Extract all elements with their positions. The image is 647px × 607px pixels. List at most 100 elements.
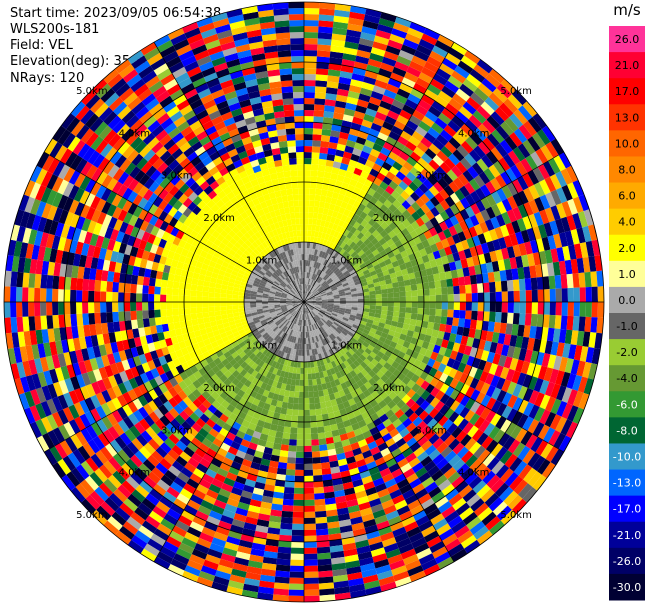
velocity-gate xyxy=(505,368,516,382)
velocity-gate xyxy=(392,311,400,318)
velocity-gate xyxy=(256,299,263,302)
velocity-gate xyxy=(215,315,222,321)
velocity-gate xyxy=(254,425,264,434)
velocity-gate xyxy=(399,109,412,121)
velocity-gate xyxy=(315,304,322,307)
velocity-gate xyxy=(361,26,377,36)
velocity-gate xyxy=(438,479,452,492)
velocity-gate xyxy=(451,233,461,244)
velocity-gate xyxy=(10,271,18,287)
velocity-gate xyxy=(132,355,142,367)
velocity-gate xyxy=(343,284,350,290)
velocity-gate xyxy=(287,306,294,311)
velocity-gate xyxy=(455,110,469,124)
velocity-gate xyxy=(319,201,326,209)
velocity-gate xyxy=(512,383,523,398)
velocity-gate xyxy=(363,416,373,425)
velocity-gate xyxy=(443,331,451,341)
velocity-gate xyxy=(216,258,224,266)
velocity-gate xyxy=(352,274,359,281)
velocity-gate xyxy=(308,385,314,392)
velocity-gate xyxy=(318,576,334,584)
velocity-gate xyxy=(367,492,380,502)
velocity-gate xyxy=(264,313,271,318)
velocity-gate xyxy=(344,425,354,434)
velocity-gate xyxy=(537,224,548,239)
velocity-gate xyxy=(341,319,348,324)
velocity-gate xyxy=(490,111,505,126)
velocity-gate xyxy=(304,571,319,578)
velocity-gate xyxy=(335,343,342,351)
velocity-gate xyxy=(590,317,598,333)
velocity-gate xyxy=(118,525,135,540)
velocity-gate xyxy=(428,315,436,323)
velocity-gate xyxy=(474,264,482,275)
velocity-gate xyxy=(304,565,319,572)
velocity-gate xyxy=(451,360,461,371)
velocity-gate xyxy=(345,306,352,310)
velocity-gate xyxy=(322,419,331,427)
velocity-gate xyxy=(275,473,286,482)
velocity-gate xyxy=(430,513,445,526)
velocity-gate xyxy=(392,66,407,78)
velocity-gate xyxy=(196,302,203,308)
velocity-gate xyxy=(220,514,234,525)
velocity-gate xyxy=(305,290,309,297)
velocity-gate xyxy=(321,345,326,353)
velocity-gate xyxy=(572,179,585,197)
velocity-gate xyxy=(235,276,243,282)
velocity-gate xyxy=(304,529,317,536)
velocity-gate xyxy=(4,302,11,318)
velocity-gate xyxy=(309,415,317,422)
velocity-gate xyxy=(423,132,437,144)
velocity-gate xyxy=(429,196,440,207)
velocity-gate xyxy=(436,68,452,81)
velocity-gate xyxy=(359,262,367,269)
velocity-gate xyxy=(454,212,465,224)
velocity-gate xyxy=(452,342,461,353)
velocity-gate xyxy=(357,156,368,165)
velocity-gate xyxy=(416,353,425,362)
velocity-gate xyxy=(458,318,466,328)
velocity-gate xyxy=(285,475,295,482)
velocity-gate xyxy=(266,472,277,480)
velocity-gate xyxy=(398,49,414,61)
velocity-gate xyxy=(351,307,358,311)
velocity-gate xyxy=(421,152,433,164)
velocity-gate xyxy=(269,309,276,314)
velocity-gate xyxy=(388,329,396,337)
velocity-gate xyxy=(212,329,220,337)
velocity-gate xyxy=(409,278,417,286)
velocity-gate xyxy=(521,254,530,268)
velocity-gate xyxy=(343,548,358,557)
velocity-gate xyxy=(576,360,586,377)
velocity-gate xyxy=(316,237,322,245)
velocity-gate xyxy=(192,379,202,389)
velocity-gate xyxy=(436,150,449,162)
velocity-gate xyxy=(155,501,171,514)
velocity-gate xyxy=(340,64,354,74)
velocity-gate xyxy=(356,286,363,291)
velocity-gate xyxy=(139,220,149,232)
velocity-gate xyxy=(220,366,229,375)
velocity-gate xyxy=(383,504,397,515)
velocity-gate xyxy=(340,201,348,209)
velocity-gate xyxy=(152,505,167,519)
velocity-gate xyxy=(124,223,135,236)
velocity-gate xyxy=(585,302,592,318)
velocity-gate xyxy=(460,534,477,549)
velocity-gate xyxy=(380,265,389,272)
velocity-gate xyxy=(280,516,293,524)
velocity-gate xyxy=(399,510,413,522)
velocity-gate xyxy=(485,384,496,398)
velocity-gate xyxy=(248,504,261,514)
velocity-gate xyxy=(205,554,221,565)
velocity-gate xyxy=(72,337,81,351)
velocity-gate xyxy=(203,364,212,373)
velocity-gate xyxy=(184,339,192,348)
velocity-gate xyxy=(304,164,312,171)
velocity-gate xyxy=(312,379,318,386)
velocity-gate xyxy=(190,284,198,291)
velocity-gate xyxy=(276,369,282,377)
velocity-gate xyxy=(326,292,333,296)
